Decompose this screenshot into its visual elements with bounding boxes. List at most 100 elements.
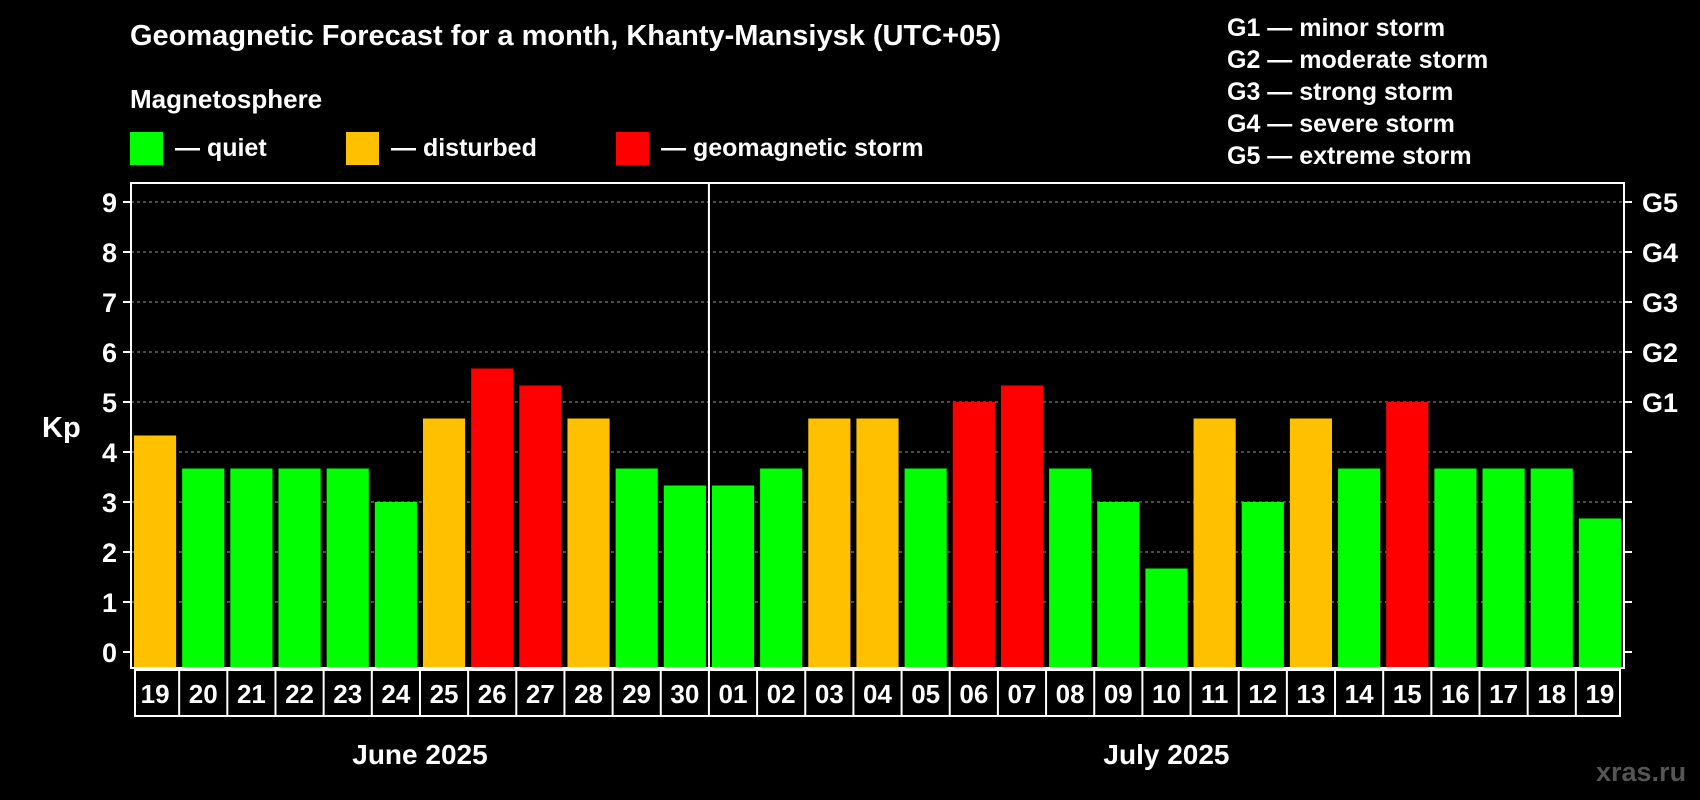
bar-25 <box>1338 468 1381 668</box>
day-label-7: 26 <box>478 679 507 709</box>
g-legend-g1: G1 — minor storm <box>1227 14 1446 42</box>
bar-24 <box>1289 418 1333 668</box>
day-label-4: 23 <box>333 679 362 709</box>
bar-6 <box>422 418 466 668</box>
y-tick-label-2: 2 <box>102 538 117 568</box>
g-legend-g4: G4 — severe storm <box>1227 110 1455 138</box>
bar-8 <box>519 385 562 668</box>
bar-10 <box>615 468 658 668</box>
day-label-6: 25 <box>430 679 459 709</box>
day-label-20: 09 <box>1104 679 1133 709</box>
y-tick-label-5: 5 <box>102 388 117 418</box>
legend-swatch-quiet <box>130 132 163 165</box>
day-label-21: 10 <box>1152 679 1181 709</box>
day-label-3: 22 <box>285 679 314 709</box>
right-axis-label-g2: G2 <box>1642 338 1678 368</box>
day-label-17: 06 <box>959 679 988 709</box>
bar-16 <box>904 468 947 668</box>
plot-frame <box>130 182 1625 669</box>
bar-26 <box>1386 402 1429 668</box>
day-label-9: 28 <box>574 679 603 709</box>
bar-30 <box>1578 518 1621 668</box>
day-row-frame <box>134 669 1621 717</box>
day-label-10: 29 <box>622 679 651 709</box>
y-tick-label-1: 1 <box>102 588 117 618</box>
day-label-22: 11 <box>1201 679 1229 709</box>
month-label-1: July 2025 <box>1103 739 1229 770</box>
day-label-5: 24 <box>381 679 410 709</box>
month-label-0: June 2025 <box>352 739 487 770</box>
bar-17 <box>952 402 995 668</box>
day-label-30: 19 <box>1585 679 1614 709</box>
bar-12 <box>711 485 755 668</box>
y-tick-label-8: 8 <box>102 238 117 268</box>
bar-18 <box>1000 385 1044 668</box>
day-label-1: 20 <box>189 679 218 709</box>
legend-storm: — geomagnetic storm <box>616 132 924 165</box>
right-axis-label-g1: G1 <box>1642 388 1678 418</box>
legend-swatch-storm <box>616 132 649 165</box>
day-label-13: 02 <box>767 679 796 709</box>
g-scale-legend: G1 — minor storm G2 — moderate storm G3 … <box>1227 12 1488 172</box>
legend-disturbed: — disturbed <box>346 132 537 165</box>
bar-2 <box>230 468 273 668</box>
bar-19 <box>1049 468 1092 668</box>
legend-label-disturbed: — disturbed <box>391 134 537 162</box>
bar-9 <box>567 418 610 668</box>
bar-0 <box>134 435 177 668</box>
day-label-18: 07 <box>1008 679 1037 709</box>
g-legend-g5: G5 — extreme storm <box>1227 142 1472 170</box>
day-label-19: 08 <box>1056 679 1085 709</box>
day-label-28: 17 <box>1489 679 1518 709</box>
y-tick-label-0: 0 <box>102 638 117 668</box>
day-label-26: 15 <box>1393 679 1422 709</box>
chart-title: Geomagnetic Forecast for a month, Khanty… <box>130 20 1001 52</box>
day-label-2: 21 <box>237 679 266 709</box>
day-label-0: 19 <box>141 679 170 709</box>
day-label-12: 01 <box>719 679 748 709</box>
bar-14 <box>808 418 851 668</box>
bar-5 <box>374 502 417 668</box>
right-axis-label-g3: G3 <box>1642 288 1678 318</box>
bar-20 <box>1097 502 1140 668</box>
bar-27 <box>1434 468 1477 668</box>
day-label-24: 13 <box>1296 679 1325 709</box>
legend-swatch-disturbed <box>346 132 379 165</box>
bar-15 <box>856 418 899 668</box>
y-tick-label-4: 4 <box>102 438 117 468</box>
y-axis-label: Kp <box>42 412 81 444</box>
day-label-27: 16 <box>1441 679 1470 709</box>
legend-label-storm: — geomagnetic storm <box>661 134 924 162</box>
right-axis-label-g4: G4 <box>1642 238 1678 268</box>
day-label-15: 04 <box>863 679 892 709</box>
bar-21 <box>1145 568 1188 668</box>
day-label-25: 14 <box>1345 679 1374 709</box>
day-label-29: 18 <box>1537 679 1566 709</box>
bar-22 <box>1193 418 1236 668</box>
magnetosphere-label: Magnetosphere <box>130 84 323 114</box>
bar-28 <box>1482 468 1525 668</box>
day-label-14: 03 <box>815 679 844 709</box>
bar-11 <box>663 485 706 668</box>
g-legend-g3: G3 — strong storm <box>1227 78 1454 106</box>
y-tick-label-6: 6 <box>102 338 117 368</box>
legend-quiet: — quiet <box>130 132 267 165</box>
day-label-23: 12 <box>1248 679 1277 709</box>
watermark: xras.ru <box>1596 757 1687 787</box>
bar-23 <box>1241 502 1284 668</box>
g-legend-g2: G2 — moderate storm <box>1227 46 1489 74</box>
y-tick-label-3: 3 <box>102 488 117 518</box>
y-tick-label-7: 7 <box>102 288 117 318</box>
bar-4 <box>326 468 369 668</box>
bar-7 <box>471 368 514 668</box>
bar-1 <box>182 468 225 668</box>
day-label-16: 05 <box>911 679 940 709</box>
bar-29 <box>1530 468 1573 668</box>
bar-13 <box>760 468 803 668</box>
legend-label-quiet: — quiet <box>175 134 267 162</box>
bar-3 <box>278 468 321 668</box>
day-label-11: 30 <box>670 679 699 709</box>
day-label-8: 27 <box>526 679 555 709</box>
right-axis-label-g5: G5 <box>1642 188 1678 218</box>
